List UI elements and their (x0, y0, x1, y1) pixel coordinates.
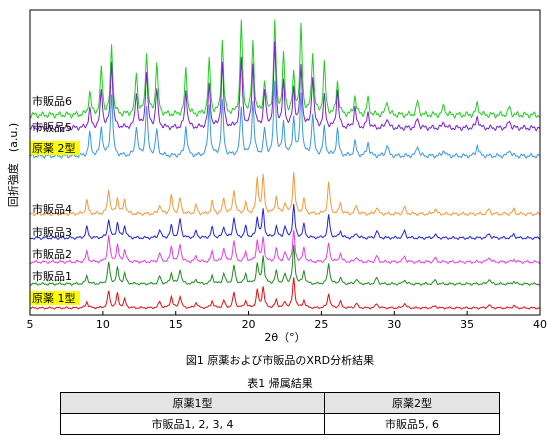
series-line-4 (29, 172, 541, 217)
plot-frame (29, 9, 541, 316)
table-header-form1: 原薬1型 (59, 392, 326, 414)
series-label: 市販品5 (32, 120, 72, 134)
x-tick-label: 5 (27, 318, 34, 331)
series-label: 市販品1 (32, 269, 72, 283)
x-tick-label: 15 (169, 318, 183, 331)
x-tick-label: 10 (96, 318, 110, 331)
series-line-8 (29, 277, 541, 310)
x-tick-label: 30 (387, 318, 401, 331)
y-axis-label: 回折強度 (a.u.) (6, 123, 20, 207)
series-label-highlight (30, 291, 80, 305)
table-cell-form1: 市販品1, 2, 3, 4 (59, 413, 326, 435)
series-label-highlight (30, 141, 80, 155)
table-header-form2: 原薬2型 (324, 392, 500, 414)
x-ticks: 5 10 15 20 25 30 35 40 (27, 311, 547, 331)
series-label: 市販品6 (32, 94, 72, 108)
x-tick-label: 25 (314, 318, 328, 331)
series-line-5 (29, 204, 541, 241)
assignment-table: 原薬1型 原薬2型 市販品1, 2, 3, 4 市販品5, 6 (59, 392, 500, 435)
series-label: 市販品4 (32, 202, 72, 216)
x-tick-label: 35 (460, 318, 474, 331)
table-title: 表1 帰属結果 (247, 377, 313, 390)
table-header-row: 原薬1型 原薬2型 (59, 392, 500, 414)
figure-caption: 図1 原薬および市販品のXRD分析結果 (185, 354, 375, 367)
x-tick-label: 20 (242, 318, 256, 331)
series-line-7 (29, 244, 541, 286)
series-line-3 (29, 80, 540, 159)
series-line-6 (29, 229, 541, 265)
table-row: 市販品1, 2, 3, 4 市販品5, 6 (59, 413, 500, 435)
series-line-2 (29, 41, 541, 132)
series-label: 市販品3 (32, 225, 72, 239)
x-tick-label: 40 (533, 318, 547, 331)
series-label: 市販品2 (32, 247, 72, 261)
series-line-1 (29, 19, 541, 119)
x-axis-label: 2θ（°） (264, 331, 305, 344)
series-label: 原薬 2型 (32, 141, 76, 155)
table-cell-form2: 市販品5, 6 (324, 413, 500, 435)
series-label: 原薬 1型 (32, 291, 76, 305)
traces (29, 19, 541, 310)
